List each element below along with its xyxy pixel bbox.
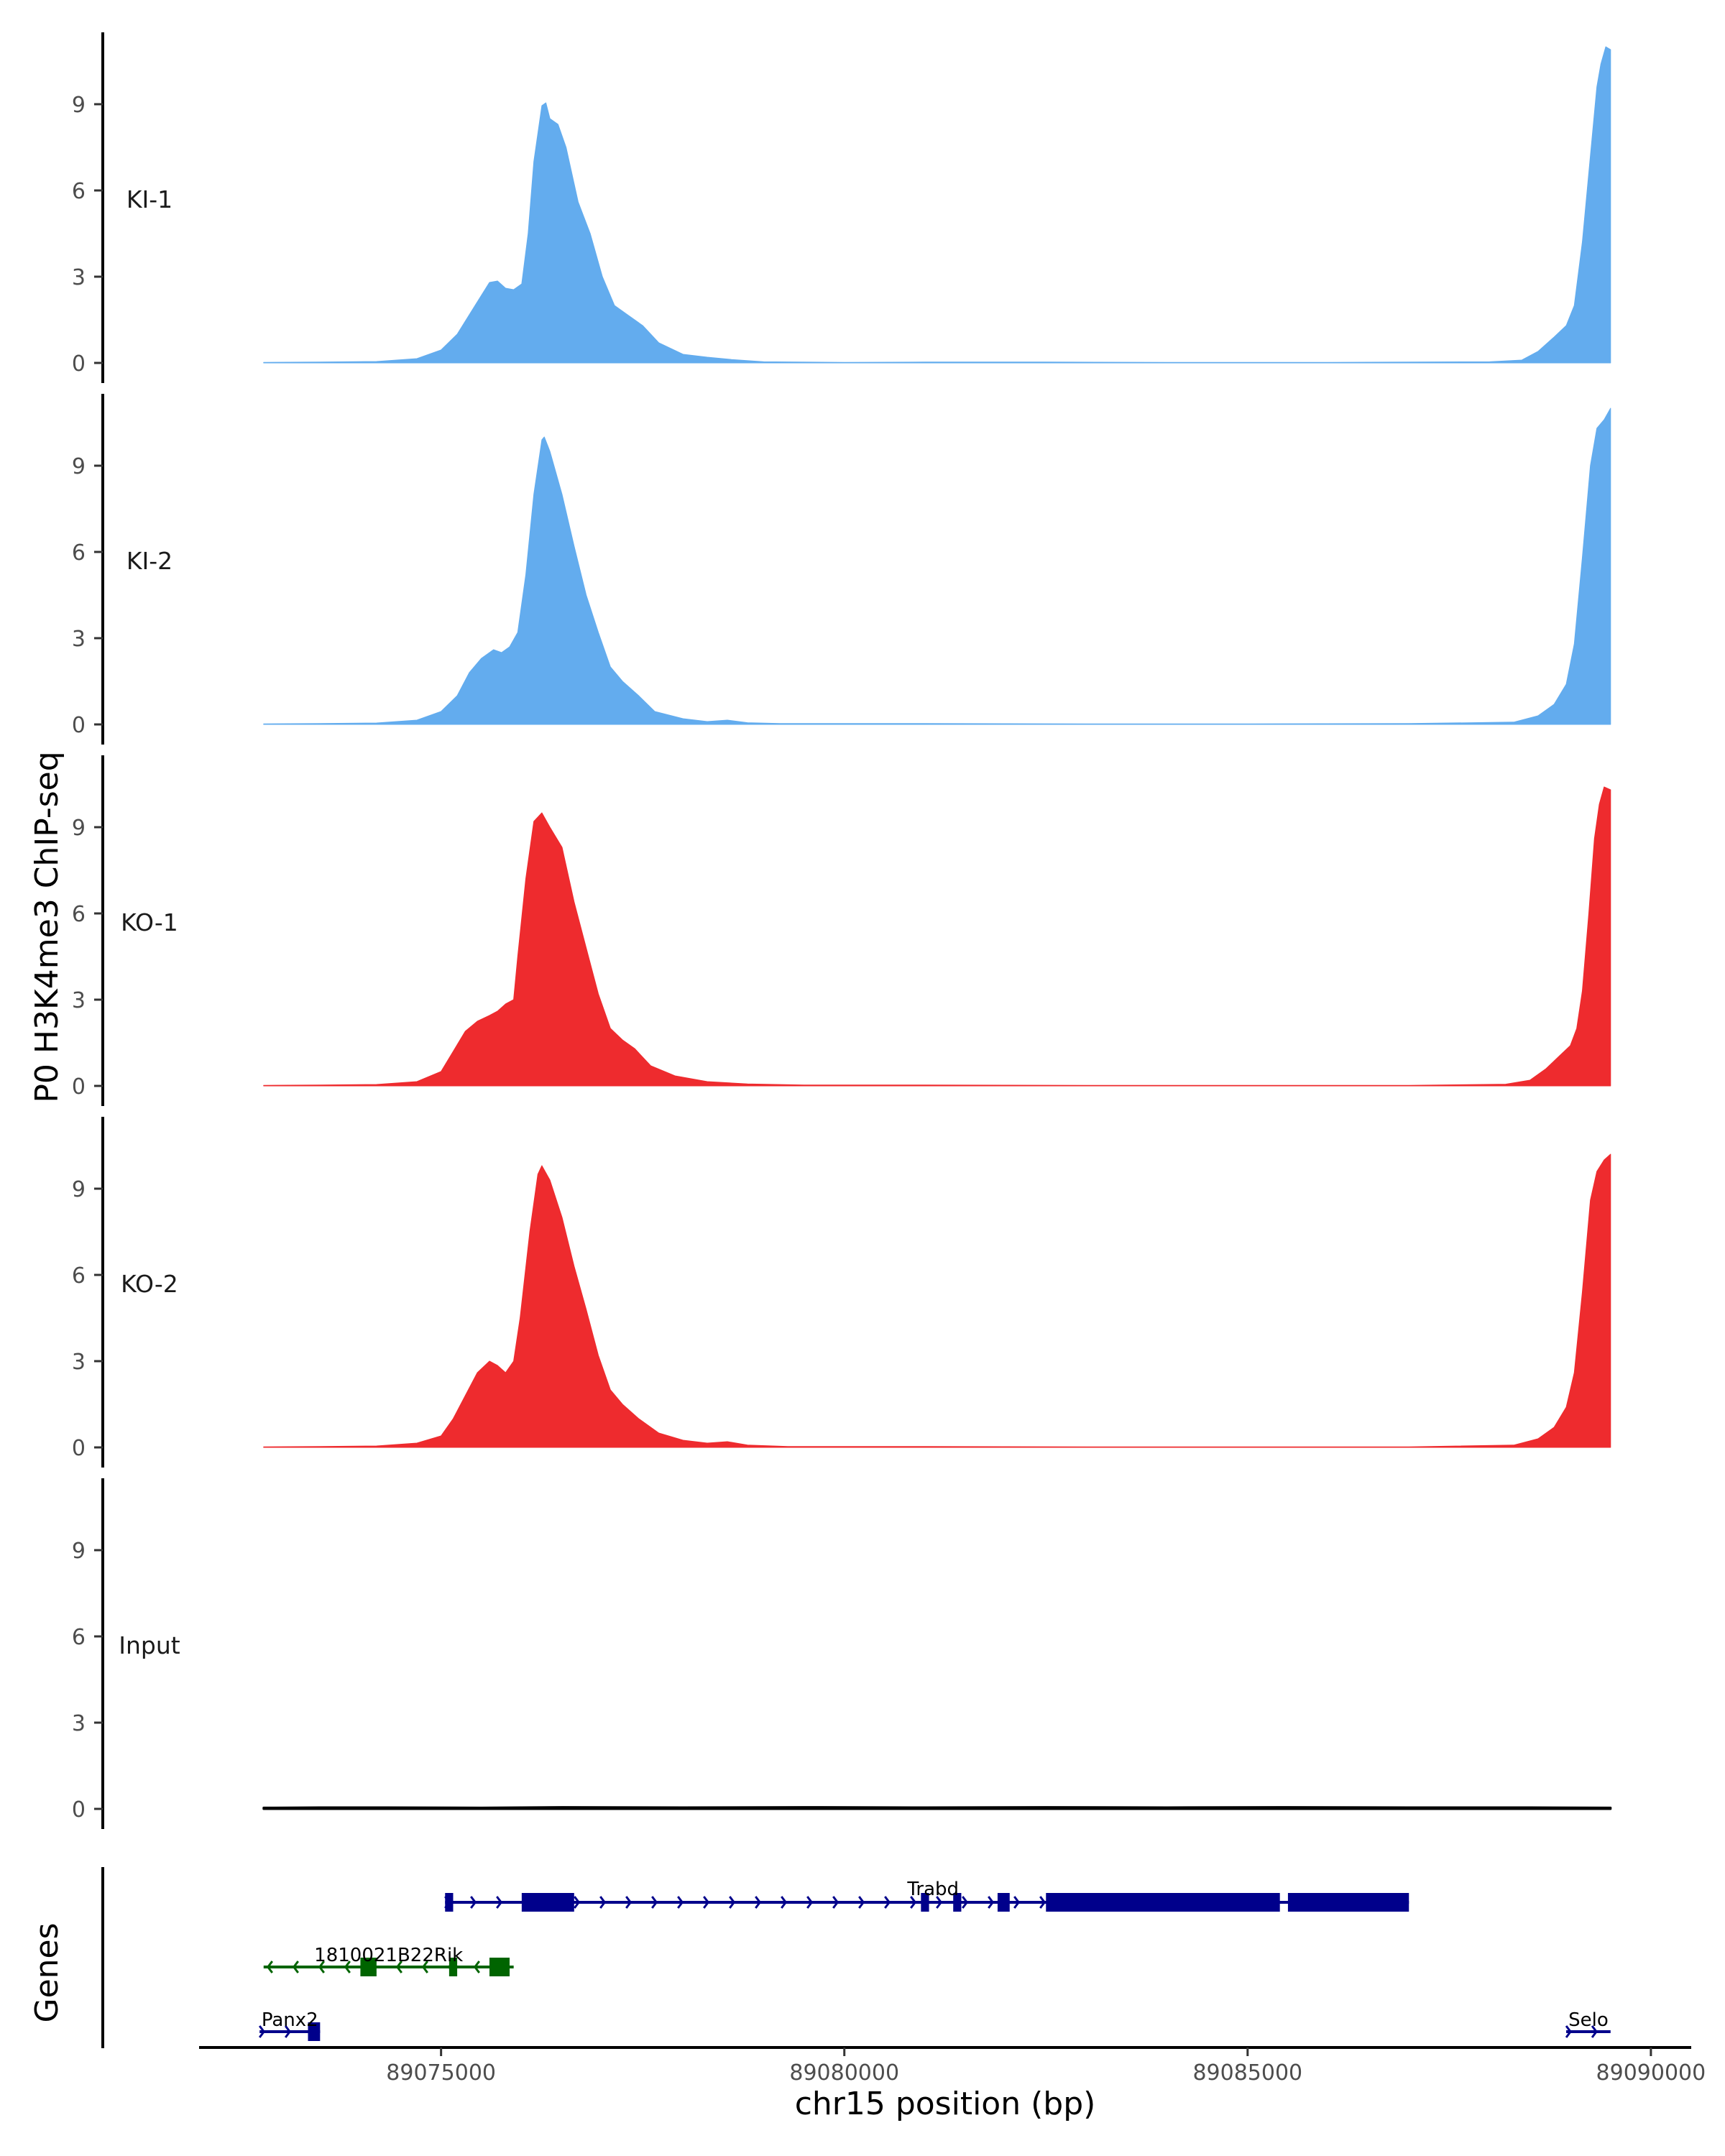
strand-arrow (936, 1896, 943, 1909)
x-tick-label: 89085000 (1192, 2060, 1302, 2086)
strand-arrow (651, 1896, 658, 1909)
exon (360, 1958, 377, 1976)
y-tick-label: 6 (72, 1263, 86, 1289)
exon (521, 1893, 574, 1912)
strand-arrow (781, 1896, 788, 1909)
x-tick-label: 89080000 (789, 2060, 899, 2086)
y-tick-label: 9 (72, 93, 86, 118)
gene-label: 1810021B22Rik (314, 1945, 463, 1966)
y-axis-title: P0 H3K4me3 ChIP-seq (29, 751, 65, 1102)
gene-label: Selo (1568, 2009, 1609, 2031)
track-ki-1: 0 3 6 9 KI-1 (72, 32, 1611, 383)
track-ko-2: 0 3 6 9 KO-2 (72, 1117, 1611, 1468)
strand-arrow (266, 1961, 273, 1973)
strand-arrow (962, 1896, 969, 1909)
y-tick-label: 9 (72, 816, 86, 841)
strand-arrow (284, 2025, 292, 2038)
exon (308, 2022, 321, 2041)
y-tick-label: 0 (72, 713, 86, 738)
exon (445, 1893, 454, 1912)
strand-arrow (755, 1896, 762, 1909)
strand-arrow (496, 1896, 503, 1909)
y-tick-label: 3 (72, 1350, 86, 1375)
strand-arrow (421, 1961, 428, 1973)
signal-area-ki-2 (263, 407, 1611, 725)
strand-arrow (1565, 2025, 1572, 2038)
gene-panx2: Panx2 (258, 2009, 321, 2041)
strand-arrow (470, 1896, 477, 1909)
strand-arrow (1039, 1896, 1046, 1909)
exon (997, 1893, 1010, 1912)
track-label-input: Input (119, 1631, 180, 1659)
gene-track: Trabd 1810021B22Rik Panx2 Selo (101, 1867, 1611, 2048)
signal-area-ko-2 (263, 1153, 1611, 1448)
x-axis: 89075000 89080000 89085000 89090000 (199, 2046, 1706, 2086)
exon (1287, 1893, 1409, 1912)
strand-arrow (988, 1896, 995, 1909)
strand-arrow (292, 1961, 299, 1973)
y-tick-label: 9 (72, 1177, 86, 1202)
y-tick-label: 9 (72, 454, 86, 479)
track-input: 0 3 6 9 Input (72, 1478, 1612, 1829)
strand-arrow (1013, 1896, 1021, 1909)
signal-area-input (262, 1806, 1612, 1810)
strand-arrow (344, 1961, 351, 1973)
strand-arrow (574, 1896, 581, 1909)
exon (489, 1958, 510, 1976)
x-axis-title: chr15 position (bp) (795, 2086, 1096, 2122)
strand-arrow (1591, 2025, 1598, 2038)
y-tick-label: 0 (72, 1436, 86, 1461)
y-tick-label: 0 (72, 351, 86, 377)
track-label-ki-2: KI-2 (126, 547, 172, 575)
y-tick-label: 6 (72, 1625, 86, 1650)
track-label-ki-1: KI-1 (126, 185, 172, 213)
x-tick-label: 89075000 (386, 2060, 496, 2086)
exon (953, 1893, 962, 1912)
strand-arrow (832, 1896, 840, 1909)
gene-label: Trabd (906, 1879, 959, 1900)
gene-label: Panx2 (262, 2009, 318, 2031)
exon (921, 1893, 929, 1912)
strand-arrow (318, 1961, 325, 1973)
strand-arrow (473, 1961, 480, 1973)
strand-arrow (729, 1896, 736, 1909)
track-label-ko-2: KO-2 (121, 1270, 178, 1298)
exon (448, 1958, 458, 1976)
strand-arrow (858, 1896, 865, 1909)
y-tick-label: 3 (72, 988, 86, 1013)
track-ko-1: 0 3 6 9 KO-1 (72, 755, 1611, 1106)
track-ki-2: 0 3 6 9 KI-2 (72, 394, 1611, 745)
track-label-ko-1: KO-1 (121, 908, 178, 936)
y-tick-label: 6 (72, 540, 86, 566)
strand-arrow (884, 1896, 891, 1909)
signal-area-ki-1 (263, 46, 1611, 364)
y-tick-label: 3 (72, 265, 86, 290)
signal-tracks: 0 3 6 9 KI-1 0 3 6 9 KI-2 0 3 6 9 KO-1 0 3 6 9 KO-2 0 3 6 9 Inpu… (72, 32, 1612, 1829)
gene-1810021b22rik: 1810021B22Rik (263, 1945, 514, 1976)
y-tick-label: 9 (72, 1539, 86, 1564)
strand-arrow (599, 1896, 607, 1909)
y-tick-label: 0 (72, 1797, 86, 1823)
strand-arrow (806, 1896, 814, 1909)
strand-arrow (703, 1896, 710, 1909)
gene-selo: Selo (1565, 2009, 1611, 2038)
x-tick-label: 89090000 (1596, 2060, 1706, 2086)
gene-axis-title: Genes (29, 1922, 65, 2022)
strand-arrow (258, 2025, 266, 2038)
y-tick-label: 0 (72, 1074, 86, 1100)
y-tick-label: 3 (72, 1711, 86, 1736)
y-tick-label: 6 (72, 902, 86, 927)
y-tick-label: 6 (72, 179, 86, 204)
strand-arrow (910, 1896, 917, 1909)
exon (1046, 1893, 1280, 1912)
strand-arrow (395, 1961, 402, 1973)
strand-arrow (677, 1896, 684, 1909)
strand-arrow (625, 1896, 632, 1909)
y-tick-label: 3 (72, 627, 86, 652)
gene-trabd: Trabd (444, 1879, 1409, 1912)
signal-area-ko-1 (263, 786, 1611, 1087)
